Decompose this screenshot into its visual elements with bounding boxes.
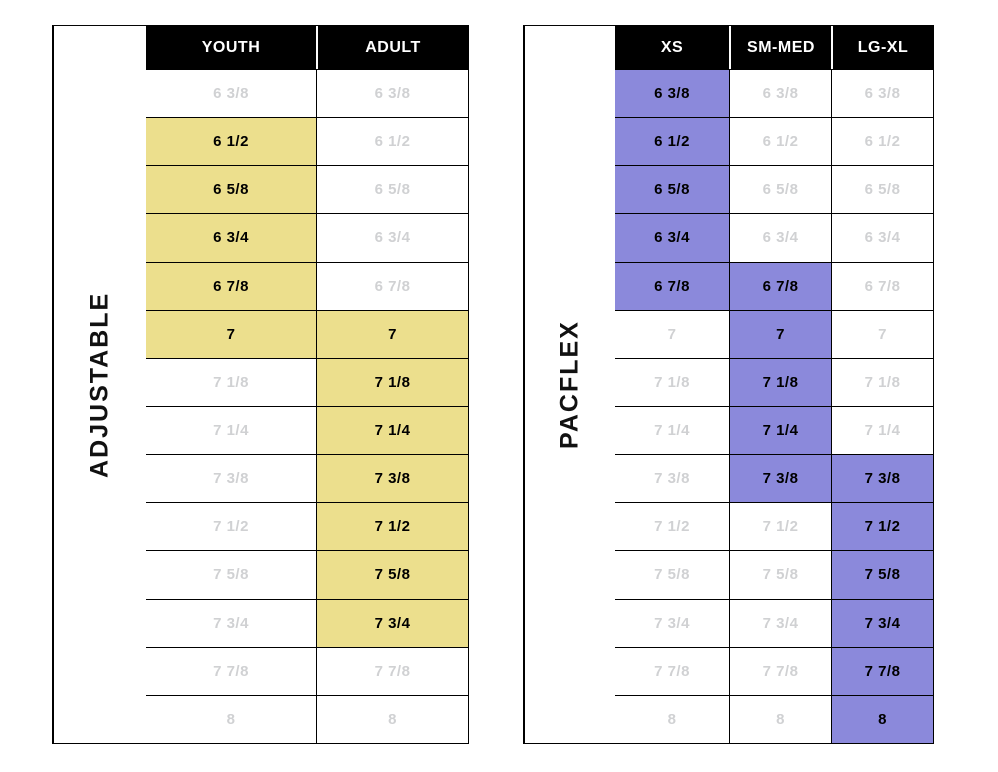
- size-cell: 8: [615, 694, 729, 743]
- column-header-youth: YOUTH: [146, 26, 316, 69]
- size-cell: 6 3/8: [615, 69, 729, 118]
- table-label-pacflex: PACFLEX: [524, 26, 615, 743]
- size-cell: 7 3/8: [146, 454, 316, 503]
- size-cell: 7 3/8: [316, 454, 468, 503]
- size-cell: 7 7/8: [146, 646, 316, 695]
- size-cell: 6 1/2: [729, 117, 831, 166]
- column-header-xs: XS: [615, 26, 729, 69]
- size-cell: 6 5/8: [615, 165, 729, 214]
- size-cell: 7 1/4: [831, 405, 933, 455]
- size-cell: 6 3/4: [615, 213, 729, 262]
- size-cell: 8: [729, 694, 831, 743]
- size-cell: 7 1/2: [146, 502, 316, 551]
- size-cell: 6 3/4: [729, 213, 831, 262]
- size-cell: 7: [729, 309, 831, 358]
- size-cell: 6 3/4: [831, 213, 933, 262]
- size-cell: 7 3/8: [615, 454, 729, 503]
- size-cell: 6 7/8: [729, 261, 831, 310]
- size-cell: 7 1/4: [615, 405, 729, 455]
- size-table-adjustable: ADJUSTABLE YOUTH ADULT 6 3/8 6 3/8 6 1/2 6 1/…: [52, 25, 469, 744]
- table-label-adjustable: ADJUSTABLE: [53, 26, 146, 743]
- size-cell: 7 3/4: [615, 598, 729, 647]
- size-cell: 6 5/8: [146, 165, 316, 214]
- size-cell: 7 1/8: [146, 357, 316, 406]
- size-cell: 6 3/4: [146, 213, 316, 262]
- size-cell: 6 7/8: [146, 261, 316, 310]
- size-cell: 7 7/8: [831, 646, 933, 695]
- size-cell: 7: [146, 309, 316, 358]
- size-cell: 7 7/8: [729, 646, 831, 695]
- size-cell: 6 5/8: [729, 165, 831, 214]
- size-cell: 6 1/2: [615, 117, 729, 166]
- size-cell: 7 3/4: [831, 598, 933, 647]
- size-cell: 7 3/4: [316, 598, 468, 647]
- size-cell: 6 7/8: [831, 261, 933, 310]
- size-cell: 7: [615, 309, 729, 358]
- size-cell: 6 5/8: [316, 165, 468, 214]
- size-cell: 7 3/4: [146, 598, 316, 647]
- size-cell: 6 3/8: [316, 69, 468, 118]
- column-header-sm-med: SM-MED: [729, 26, 831, 69]
- size-cell: 6 3/8: [729, 69, 831, 118]
- size-cell: 7 1/8: [615, 357, 729, 406]
- size-cell: 7 7/8: [316, 646, 468, 695]
- size-cell: 6 5/8: [831, 165, 933, 214]
- size-cell: 7 3/8: [729, 454, 831, 503]
- size-cell: 7 1/2: [831, 502, 933, 551]
- size-cell: 8: [146, 694, 316, 743]
- size-cell: 7 3/8: [831, 454, 933, 503]
- column-header-lg-xl: LG-XL: [831, 26, 933, 69]
- size-cell: 7 1/4: [316, 405, 468, 455]
- size-cell: 6 3/8: [146, 69, 316, 118]
- size-cell: 6 3/8: [831, 69, 933, 118]
- size-cell: 7: [831, 309, 933, 358]
- size-cell: 7 7/8: [615, 646, 729, 695]
- size-cell: 6 7/8: [316, 261, 468, 310]
- size-cell: 7 1/8: [729, 357, 831, 406]
- size-cell: 7 1/2: [615, 502, 729, 551]
- size-cell: 7 3/4: [729, 598, 831, 647]
- size-table-pacflex: PACFLEX XS SM-MED LG-XL 6 3/8 6 3/8 6 3/8 6 1/…: [523, 25, 934, 744]
- size-cell: 7 5/8: [729, 550, 831, 599]
- column-header-adult: ADULT: [316, 26, 468, 69]
- size-cell: 7 1/8: [831, 357, 933, 406]
- size-cell: 7 1/4: [729, 405, 831, 455]
- size-cell: 7 5/8: [316, 550, 468, 599]
- size-cell: 7 5/8: [615, 550, 729, 599]
- size-cell: 7: [316, 309, 468, 358]
- size-cell: 7 1/2: [316, 502, 468, 551]
- size-cell: 7 1/2: [729, 502, 831, 551]
- size-cell: 7 5/8: [831, 550, 933, 599]
- size-cell: 8: [831, 694, 933, 743]
- size-cell: 6 1/2: [831, 117, 933, 166]
- size-cell: 6 7/8: [615, 261, 729, 310]
- size-cell: 8: [316, 694, 468, 743]
- size-cell: 6 1/2: [316, 117, 468, 166]
- size-cell: 6 1/2: [146, 117, 316, 166]
- size-cell: 7 1/8: [316, 357, 468, 406]
- size-cell: 7 1/4: [146, 405, 316, 455]
- size-cell: 6 3/4: [316, 213, 468, 262]
- size-cell: 7 5/8: [146, 550, 316, 599]
